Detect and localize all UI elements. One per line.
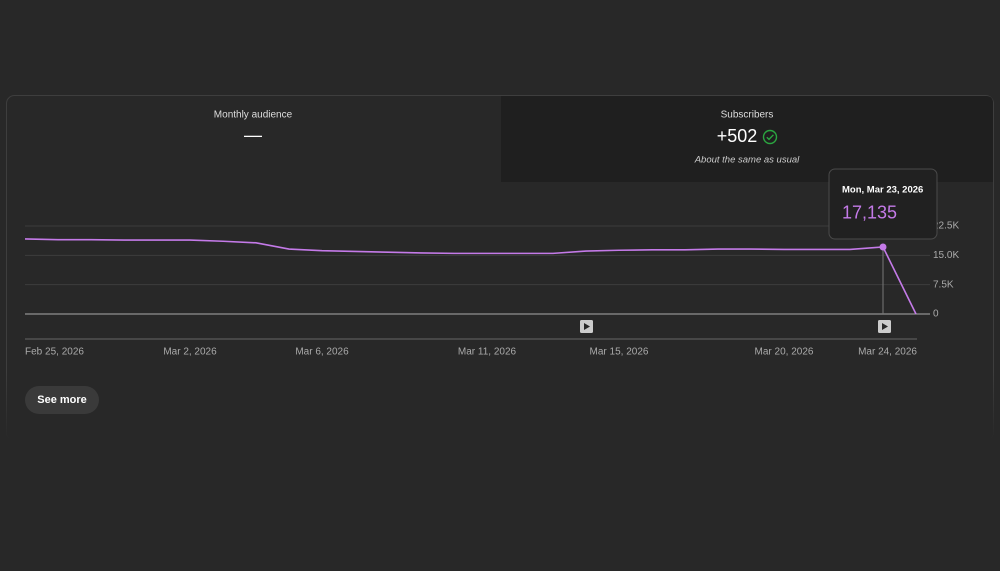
x-tick-label: Mar 15, 2026 (590, 347, 649, 358)
tooltip-value: 17,135 (842, 203, 897, 223)
y-tick-label: 7.5K (933, 279, 954, 290)
tooltip: Mon, Mar 23, 2026 17,135 (828, 168, 938, 314)
x-tick-label: Mar 11, 2026 (458, 347, 517, 358)
tab-note: About the same as usual (694, 155, 800, 166)
tab-value: — (244, 125, 262, 145)
y-tick-label: 15.0K (933, 250, 959, 261)
video-marker[interactable] (878, 320, 891, 333)
selected-tab-bg[interactable] (501, 96, 993, 182)
button-label[interactable]: See more (37, 394, 87, 406)
y-tick-label: 22.5K (933, 221, 959, 232)
x-tick-label: Feb 25, 2026 (25, 347, 84, 358)
tooltip-title: Mon, Mar 23, 2026 (842, 184, 923, 195)
check-icon (762, 129, 778, 145)
tooltip-box (828, 168, 938, 240)
x-tick-label: Mar 6, 2026 (295, 347, 349, 358)
see-more-button[interactable] (25, 386, 99, 414)
tab-title[interactable]: Subscribers (721, 110, 774, 121)
hover-point (879, 243, 887, 251)
y-tick-label: 0 (933, 309, 939, 320)
tab-value: +502 (717, 126, 758, 146)
plot: 0 7.5K 15.0K 22.5K Feb 25, 2026 Mar 2, 2026 Ma… (24, 221, 959, 358)
x-tick-label: Mar 20, 2026 (755, 347, 814, 358)
tab-title[interactable]: Monthly audience (214, 110, 293, 121)
line (24, 238, 917, 315)
x-tick-label: Mar 24, 2026 (858, 347, 917, 358)
x-tick-label: Mar 2, 2026 (163, 347, 217, 358)
video-marker[interactable] (580, 320, 593, 333)
